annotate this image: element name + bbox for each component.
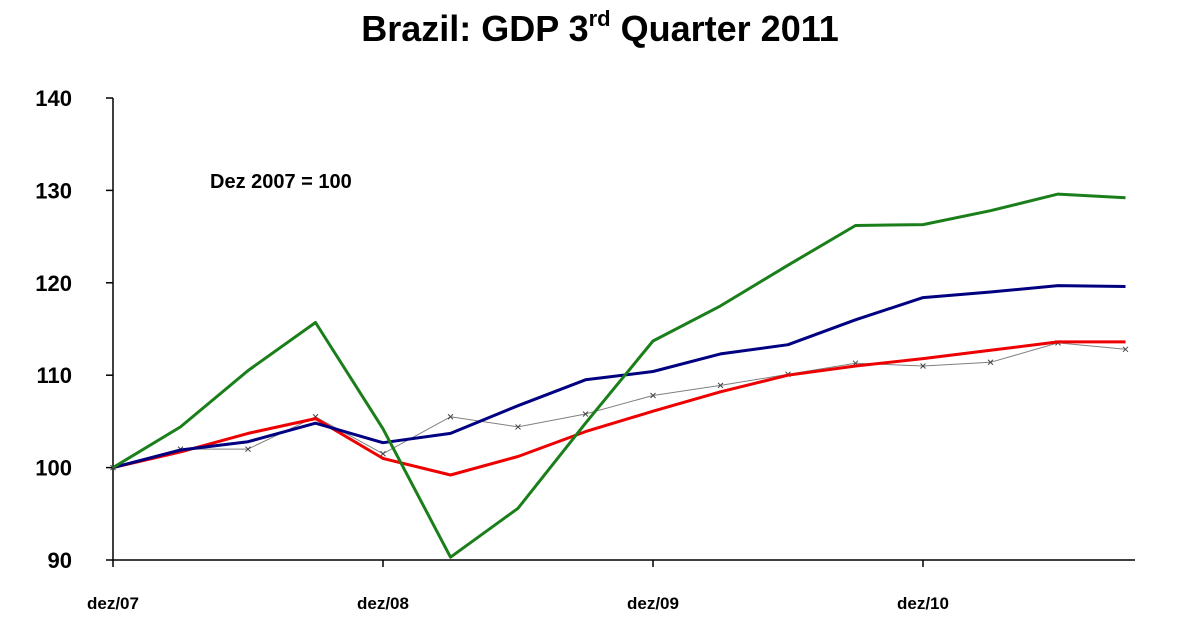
series-lines xyxy=(110,192,1129,559)
data-point-marker xyxy=(987,359,994,366)
y-tick-label: 100 xyxy=(35,456,72,481)
data-point-marker xyxy=(515,424,521,430)
series-line-1 xyxy=(112,284,1126,470)
x-tick-label: dez/08 xyxy=(357,594,409,613)
data-point-marker xyxy=(1122,346,1129,353)
axes: 90 100 110 120 130 140 dez/07 dez/08 dez/09 dez/1… xyxy=(35,86,1135,613)
y-tick-label: 130 xyxy=(35,178,72,203)
data-point-marker xyxy=(582,411,589,417)
series-line-0 xyxy=(112,192,1126,559)
y-tick-label: 90 xyxy=(48,548,72,573)
data-point-marker xyxy=(717,382,724,389)
series-line-3 xyxy=(112,342,1126,469)
data-point-marker xyxy=(447,413,454,420)
data-point-marker xyxy=(380,450,386,457)
data-point-marker xyxy=(245,446,251,452)
base-annotation: Dez 2007 = 100 xyxy=(210,171,352,193)
y-tick-label: 120 xyxy=(35,271,72,296)
x-tick-label: dez/07 xyxy=(87,594,139,613)
chart-title: Brazil: GDP 3rd Quarter 2011 xyxy=(361,6,839,49)
data-point-marker xyxy=(650,392,656,399)
series-line-2 xyxy=(112,340,1126,477)
x-tick-label: dez/09 xyxy=(627,594,679,613)
x-tick-label: dez/10 xyxy=(897,594,949,613)
data-point-marker xyxy=(920,363,926,369)
y-tick-label: 140 xyxy=(35,86,72,111)
y-tick-label: 110 xyxy=(37,363,73,388)
